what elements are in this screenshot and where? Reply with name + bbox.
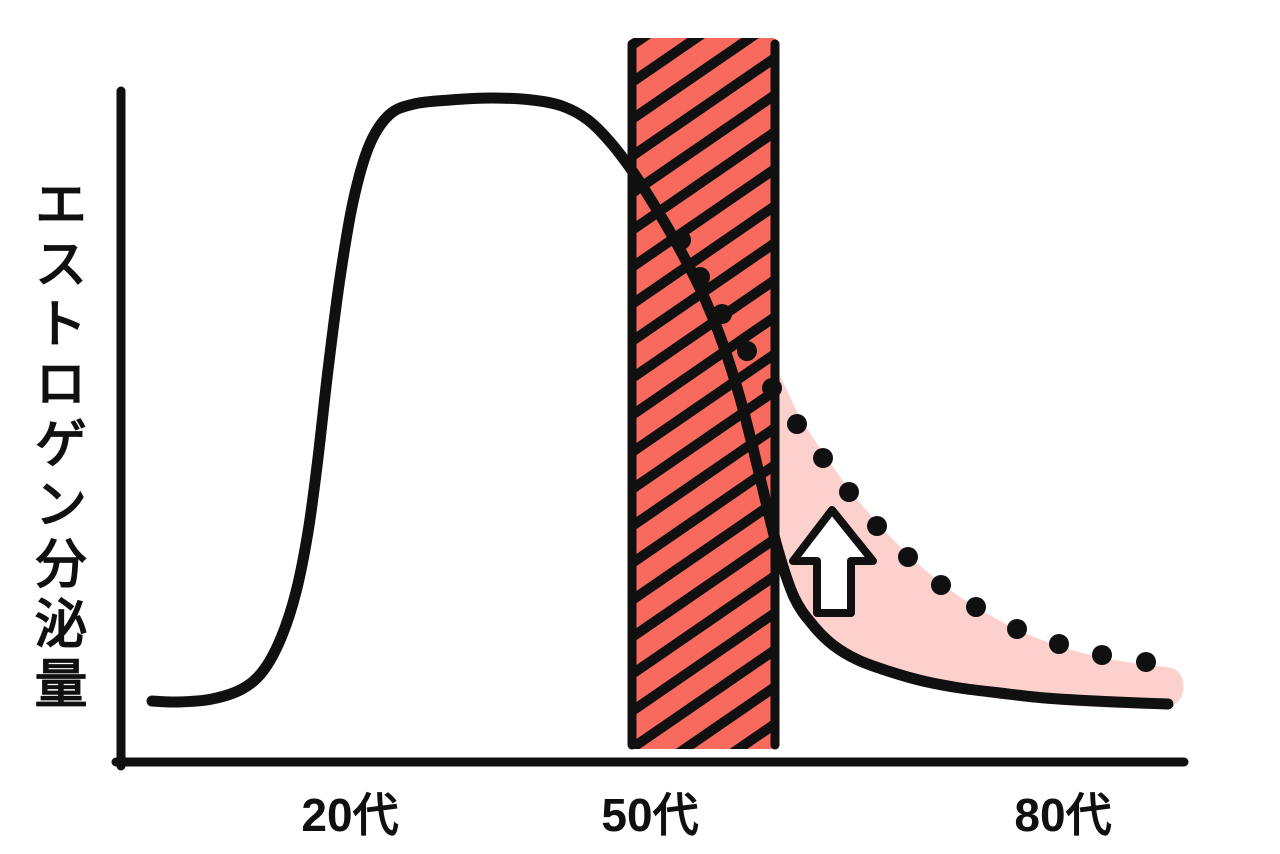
dotted-decline-curve bbox=[671, 230, 1156, 672]
x-tick-label-80s: 80代 bbox=[1014, 789, 1112, 841]
x-tick-label-20s: 20代 bbox=[301, 789, 399, 841]
y-axis-title: エストロゲン分泌量 bbox=[27, 176, 86, 716]
pink-soft-decline-region bbox=[776, 373, 1184, 709]
band-hatch-lines bbox=[628, 38, 779, 749]
up-arrow-icon bbox=[789, 506, 877, 617]
estrogen-curve bbox=[146, 92, 1174, 710]
x-tick-label-50s: 50代 bbox=[601, 789, 699, 841]
